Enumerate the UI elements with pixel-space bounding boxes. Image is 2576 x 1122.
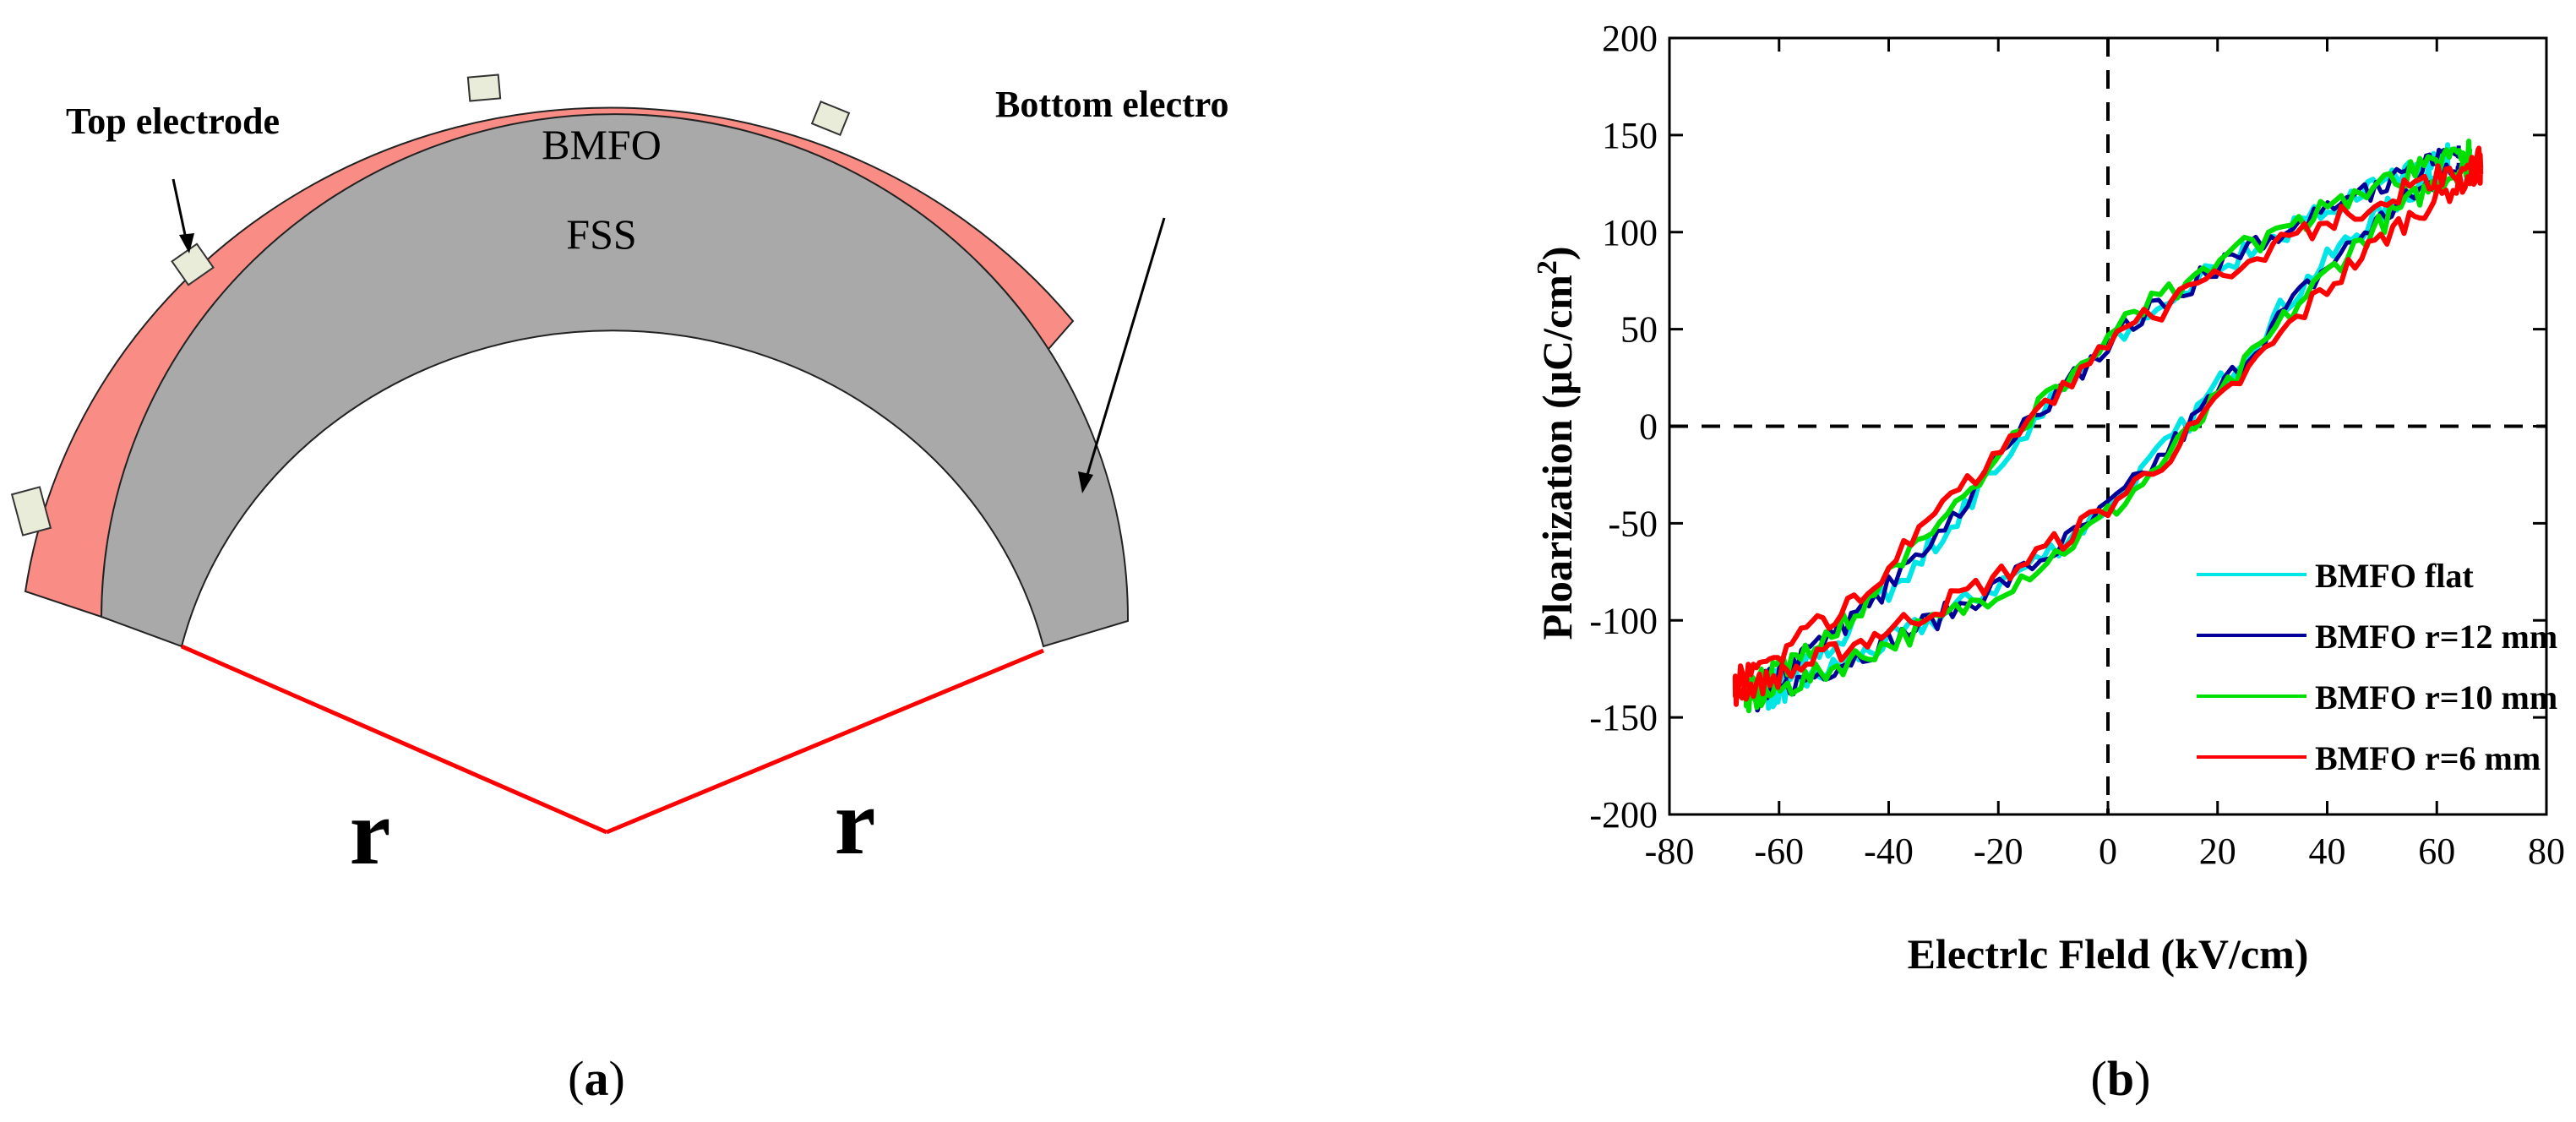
x-tick-label: 0 <box>2099 831 2117 872</box>
y-tick-label: -150 <box>1589 697 1658 738</box>
y-tick-label: 0 <box>1639 406 1658 448</box>
series-line-bmfo-r-6-mm <box>1732 145 2484 707</box>
x-axis-label: Electrlc Fleld (kV/cm) <box>1908 930 2309 978</box>
axis-ticks: -80 -60 -40 -20 0 20 40 60 80200150100500-50-100… <box>1589 18 2565 872</box>
x-tick-label: 80 <box>2528 831 2565 872</box>
top-electrode-label: Top electrode <box>66 101 280 142</box>
radius-label-left: r <box>350 781 391 884</box>
panel-b-caption: (b) <box>2091 1051 2151 1106</box>
y-tick-label: -100 <box>1589 600 1658 641</box>
y-axis-label-superscript: 2 <box>1532 260 1563 275</box>
legend: BMFO flat BMFO r=12 mm BMFO r=10 mm BMFO r=… <box>2197 557 2557 777</box>
x-tick-label: -40 <box>1864 831 1914 872</box>
legend-label: BMFO r=12 mm <box>2315 618 2557 656</box>
top-electrode-pad <box>466 74 502 102</box>
bottom-electrode-arrow <box>1083 217 1166 484</box>
y-tick-label: -50 <box>1608 503 1658 544</box>
y-tick-label: 150 <box>1602 115 1658 156</box>
top-electrode-pad <box>171 242 215 286</box>
bottom-electrode-label: Bottom electro <box>995 84 1229 125</box>
x-tick-label: 40 <box>2309 831 2346 872</box>
x-tick-label: 20 <box>2199 831 2236 872</box>
top-electrode-pad <box>10 486 52 536</box>
bmfo-layer-label: BMFO <box>542 121 662 168</box>
y-tick-label: 200 <box>1602 18 1658 59</box>
fss-layer-label: FSS <box>566 210 636 258</box>
legend-label: BMFO flat <box>2315 557 2474 595</box>
radius-line-right <box>606 648 1044 835</box>
y-axis-label: Ploarization (μC/cm2) <box>1532 246 1582 640</box>
x-tick-label: -20 <box>1974 831 2023 872</box>
y-tick-label: -200 <box>1589 794 1658 836</box>
bottom-electrode-arrowhead <box>1078 471 1093 493</box>
hysteresis-chart: -80 -60 -40 -20 0 20 40 60 80200150100500-50-100… <box>1532 18 2566 1106</box>
top-electrode-pad <box>810 100 851 137</box>
panel-a-caption: (a) <box>568 1051 625 1106</box>
radius-line-left <box>180 644 608 835</box>
x-tick-label: -80 <box>1645 831 1695 872</box>
x-tick-label: -60 <box>1754 831 1804 872</box>
panel-a-diagram: Top electrode Bottom electro BMFO FSS r … <box>10 74 1229 1106</box>
legend-label: BMFO r=6 mm <box>2315 739 2541 777</box>
y-tick-label: 100 <box>1602 212 1658 253</box>
x-tick-label: 60 <box>2418 831 2455 872</box>
zero-lines <box>1669 38 2546 814</box>
radius-label-right: r <box>835 771 876 874</box>
top-electrode-arrowhead <box>179 233 194 253</box>
series-group <box>1732 139 2484 714</box>
legend-label: BMFO r=10 mm <box>2315 678 2557 716</box>
fss-layer <box>100 113 1130 648</box>
y-tick-label: 50 <box>1620 309 1658 351</box>
